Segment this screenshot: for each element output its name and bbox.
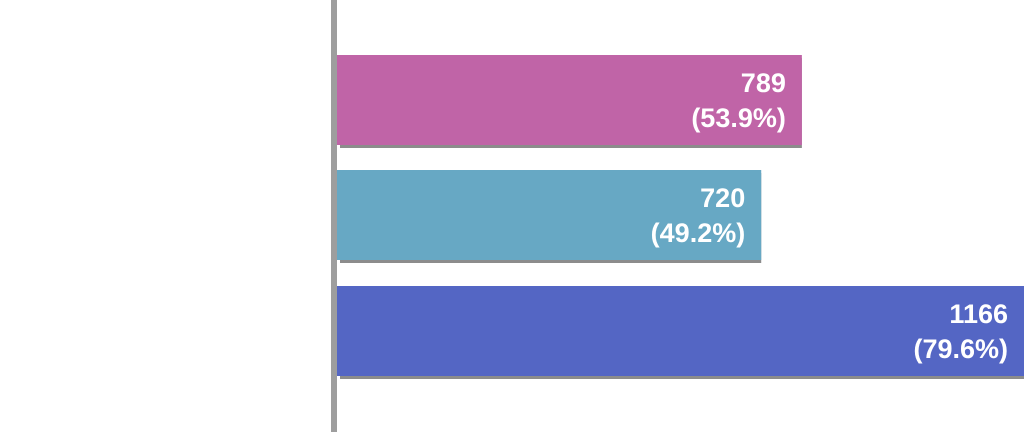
bar-0 (337, 55, 802, 145)
bar-value-label-0: 789 (741, 68, 786, 98)
bar-percent-label-0: (53.9%) (691, 103, 786, 133)
bar-value-label-2: 1166 (949, 299, 1008, 329)
bar-percent-label-2: (79.6%) (913, 334, 1008, 364)
bar-percent-label-1: (49.2%) (651, 218, 746, 248)
bar-2 (337, 286, 1024, 376)
bars-layer (337, 55, 1024, 379)
bar-1 (337, 170, 762, 260)
labels-layer: 789 (53.9%) 720 (49.2%) 1166 (79.6%) (651, 68, 1008, 364)
bar-value-label-1: 720 (700, 183, 745, 213)
